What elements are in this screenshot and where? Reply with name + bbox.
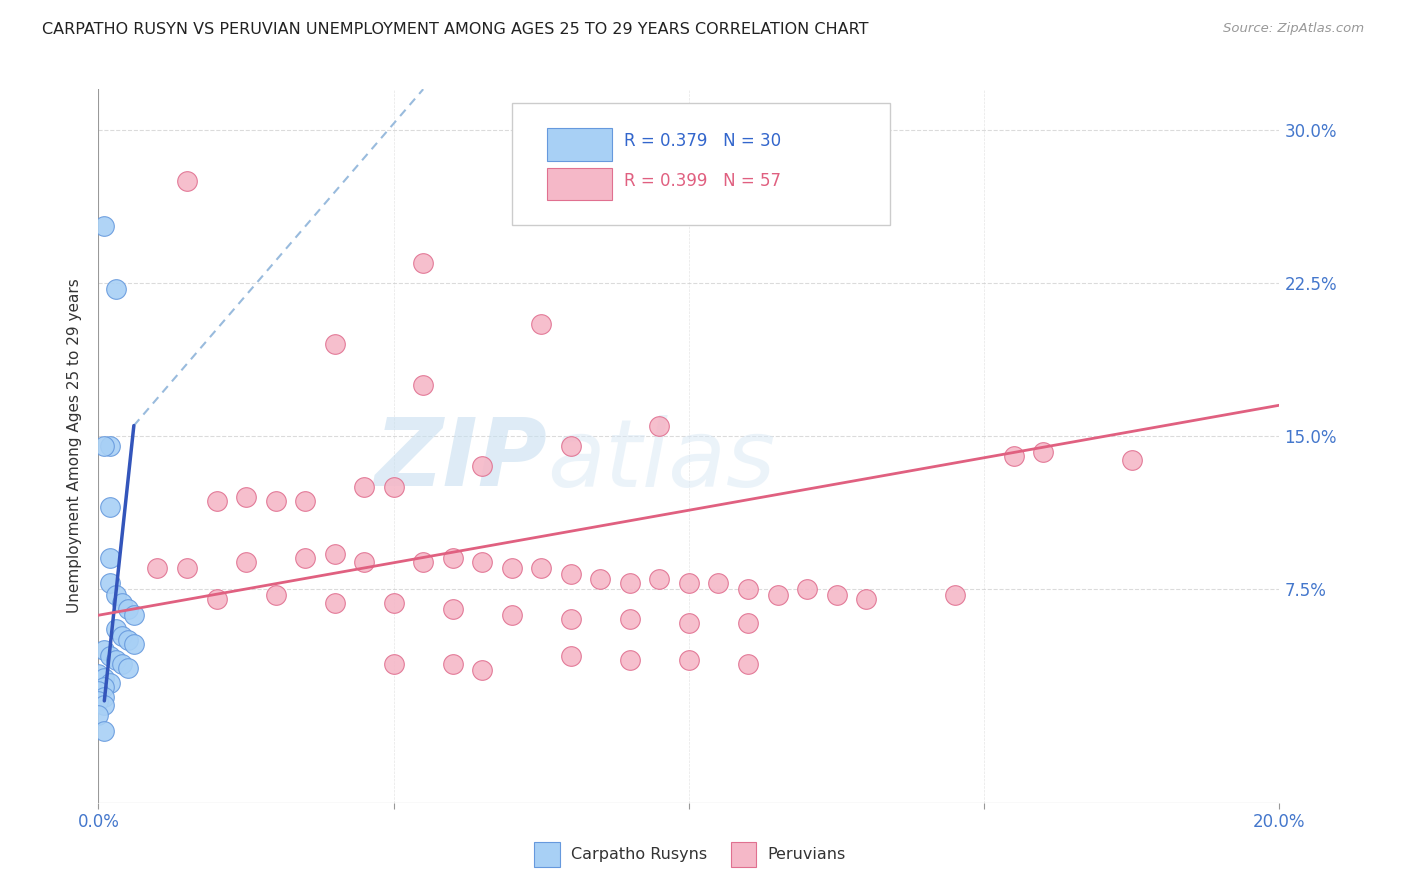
Point xyxy=(707,575,730,590)
Point xyxy=(294,551,316,566)
Point xyxy=(146,561,169,575)
Point xyxy=(93,439,115,453)
Point xyxy=(560,648,582,663)
FancyBboxPatch shape xyxy=(547,128,612,161)
Point xyxy=(382,480,405,494)
Point xyxy=(560,439,582,453)
Point xyxy=(678,653,700,667)
Text: ZIP: ZIP xyxy=(374,414,547,507)
Point xyxy=(441,551,464,566)
Point xyxy=(678,575,700,590)
Point xyxy=(98,551,121,566)
Point xyxy=(105,588,128,602)
Point xyxy=(111,657,134,672)
Point xyxy=(323,547,346,561)
Point xyxy=(105,653,128,667)
Point xyxy=(619,653,641,667)
Point xyxy=(122,637,145,651)
Point xyxy=(93,643,115,657)
Point xyxy=(855,591,877,606)
Text: Carpatho Rusyns: Carpatho Rusyns xyxy=(571,847,707,862)
Point xyxy=(825,588,848,602)
Point xyxy=(93,698,115,712)
Point xyxy=(441,602,464,616)
Point xyxy=(619,575,641,590)
Point xyxy=(98,675,121,690)
Point xyxy=(323,337,346,351)
Point xyxy=(98,500,121,515)
Point xyxy=(111,629,134,643)
FancyBboxPatch shape xyxy=(512,103,890,225)
Point xyxy=(205,591,228,606)
Point xyxy=(766,588,789,602)
Point xyxy=(382,657,405,672)
Point xyxy=(737,657,759,672)
Point xyxy=(117,632,139,647)
Point xyxy=(382,596,405,610)
Point xyxy=(560,567,582,582)
Point xyxy=(648,572,671,586)
Text: atlas: atlas xyxy=(547,415,776,506)
Text: Source: ZipAtlas.com: Source: ZipAtlas.com xyxy=(1223,22,1364,36)
Point xyxy=(1032,445,1054,459)
Point xyxy=(737,582,759,596)
Point xyxy=(87,667,110,681)
Point xyxy=(943,588,966,602)
Point xyxy=(530,317,553,331)
Point xyxy=(122,608,145,623)
Point xyxy=(93,672,115,686)
FancyBboxPatch shape xyxy=(547,168,612,200)
Point xyxy=(412,377,434,392)
Point xyxy=(619,612,641,626)
Point xyxy=(176,561,198,575)
Point xyxy=(678,616,700,631)
Y-axis label: Unemployment Among Ages 25 to 29 years: Unemployment Among Ages 25 to 29 years xyxy=(67,278,83,614)
Point xyxy=(560,612,582,626)
Point xyxy=(87,683,110,698)
Point xyxy=(235,490,257,504)
Point xyxy=(117,602,139,616)
Point xyxy=(117,661,139,675)
Point xyxy=(98,648,121,663)
Point xyxy=(93,690,115,704)
Point xyxy=(353,480,375,494)
Text: CARPATHO RUSYN VS PERUVIAN UNEMPLOYMENT AMONG AGES 25 TO 29 YEARS CORRELATION CH: CARPATHO RUSYN VS PERUVIAN UNEMPLOYMENT … xyxy=(42,22,869,37)
Point xyxy=(501,561,523,575)
Point xyxy=(205,494,228,508)
Point xyxy=(235,555,257,569)
Point xyxy=(105,623,128,637)
Point xyxy=(530,561,553,575)
Point xyxy=(264,588,287,602)
Point xyxy=(796,582,818,596)
Point xyxy=(1121,453,1143,467)
Point xyxy=(176,174,198,188)
Point xyxy=(648,418,671,433)
Point xyxy=(93,680,115,694)
Point xyxy=(441,657,464,672)
Point xyxy=(737,616,759,631)
Point xyxy=(98,439,121,453)
Point xyxy=(412,555,434,569)
Point xyxy=(87,694,110,708)
Point xyxy=(98,575,121,590)
Point xyxy=(501,608,523,623)
Point xyxy=(294,494,316,508)
Point xyxy=(589,572,612,586)
Point xyxy=(111,596,134,610)
Point xyxy=(471,663,494,677)
Point xyxy=(93,724,115,739)
Point xyxy=(87,708,110,723)
Text: R = 0.379   N = 30: R = 0.379 N = 30 xyxy=(624,132,782,150)
Point xyxy=(93,219,115,233)
Point xyxy=(412,255,434,269)
Point xyxy=(471,555,494,569)
Point xyxy=(1002,449,1025,463)
Text: Peruvians: Peruvians xyxy=(768,847,846,862)
Point xyxy=(264,494,287,508)
Point xyxy=(323,596,346,610)
Point xyxy=(471,459,494,474)
Text: R = 0.399   N = 57: R = 0.399 N = 57 xyxy=(624,171,780,189)
Point xyxy=(105,282,128,296)
Point xyxy=(353,555,375,569)
